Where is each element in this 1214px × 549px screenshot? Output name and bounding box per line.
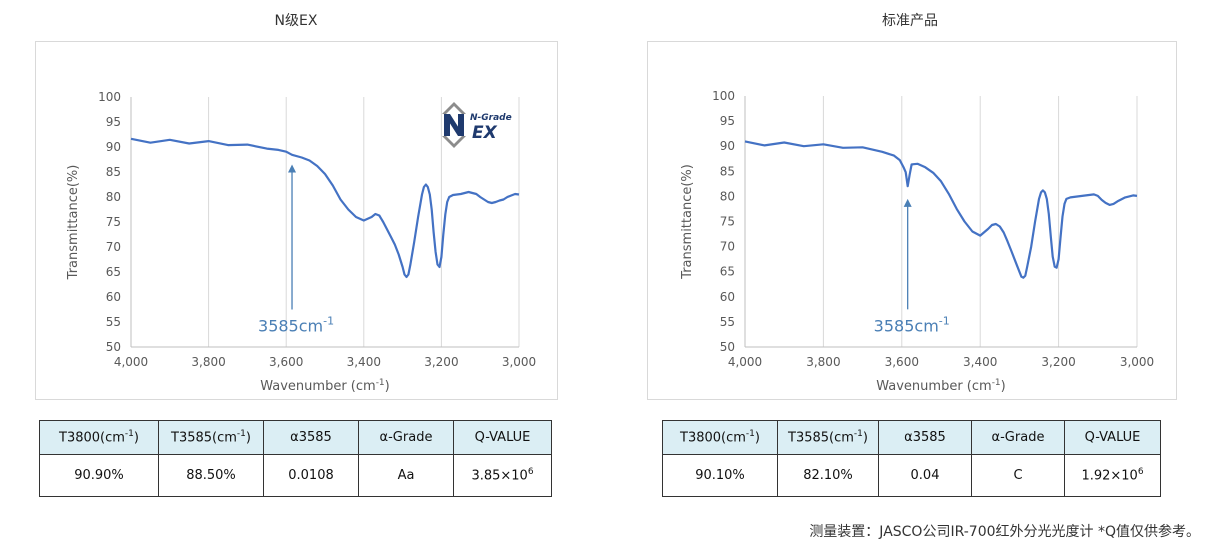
table-cell: Aa — [358, 454, 454, 497]
table-header-row: T3800(cm-1) T3585(cm-1) α3585 α-Grade Q-… — [662, 420, 1161, 455]
n-grade-ex-logo-icon: N-Grade EX — [442, 102, 512, 148]
table-cell: 88.50% — [158, 454, 264, 497]
x-tick-label: 3,400 — [347, 355, 381, 369]
logo-line2: EX — [472, 123, 498, 143]
y-tick-label: 75 — [106, 215, 121, 229]
y-tick-label: 70 — [106, 240, 121, 254]
table-header-cell: α3585 — [263, 420, 359, 455]
x-tick-label: 3,400 — [963, 355, 997, 369]
y-tick-label: 95 — [720, 114, 735, 128]
y-tick-label: 50 — [106, 340, 121, 354]
table-cell: 0.0108 — [263, 454, 359, 497]
y-tick-label: 55 — [106, 315, 121, 329]
panel-title-right: 标准产品 — [882, 13, 938, 29]
footer-note: 测量装置：JASCO公司IR-700红外分光光度计 *Q值仅供参考。 — [809, 524, 1200, 540]
spectrum-line — [744, 140, 1138, 279]
table-header-cell: T3585(cm-1) — [777, 420, 879, 455]
x-tick-label: 4,000 — [728, 355, 762, 369]
x-axis-title: Wavenumber (cm-1) — [260, 378, 390, 394]
chart-box-left: 4,000 3,800 3,600 3,400 3,200 3,000 100 95 90 85 8… — [35, 41, 558, 400]
y-tick-label: 80 — [720, 189, 735, 203]
annotation-label: 3585cm-1 — [874, 314, 950, 335]
table-header-cell: T3800(cm-1) — [39, 420, 159, 455]
annotation-arrow-head — [903, 198, 912, 207]
x-tick-label: 3,200 — [424, 355, 458, 369]
table-header-cell: T3585(cm-1) — [158, 420, 264, 455]
table-header-cell: Q-VALUE — [1064, 420, 1161, 455]
y-tick-label: 85 — [720, 164, 735, 178]
table-cell: 0.04 — [878, 454, 972, 497]
spectrum-chart-right: 4,000 3,800 3,600 3,400 3,200 3,000 100 95 90 85 8… — [680, 89, 1154, 394]
y-tick-label: 60 — [106, 290, 121, 304]
y-tick-label: 100 — [98, 90, 121, 104]
x-axis-title: Wavenumber (cm-1) — [876, 378, 1006, 394]
table-header-cell: α-Grade — [971, 420, 1065, 455]
table-cell: 1.92×106 — [1064, 454, 1161, 497]
table-cell: 82.10% — [777, 454, 879, 497]
x-tick-label: 3,600 — [885, 355, 919, 369]
y-tick-label: 75 — [720, 215, 735, 229]
metrics-table-right: T3800(cm-1) T3585(cm-1) α3585 α-Grade Q-… — [662, 420, 1161, 497]
metrics-table-left: T3800(cm-1) T3585(cm-1) α3585 α-Grade Q-… — [39, 420, 552, 497]
spectrum-chart-left: 4,000 3,800 3,600 3,400 3,200 3,000 100 95 90 85 8… — [66, 90, 536, 394]
chart-box-right: 4,000 3,800 3,600 3,400 3,200 3,000 100 95 90 85 8… — [647, 41, 1177, 400]
x-tick-label: 3,600 — [269, 355, 303, 369]
n-grade-ex-logo: N-Grade EX — [440, 100, 550, 150]
x-tick-label: 3,800 — [191, 355, 225, 369]
x-tick-label: 3,200 — [1041, 355, 1075, 369]
x-tick-label: 3,800 — [806, 355, 840, 369]
y-tick-label: 55 — [720, 315, 735, 329]
y-tick-label: 70 — [720, 240, 735, 254]
table-cell: 90.90% — [39, 454, 159, 497]
annotation-arrow-head — [288, 164, 297, 173]
x-tick-label: 4,000 — [114, 355, 148, 369]
y-tick-label: 100 — [712, 89, 735, 103]
table-header-cell: T3800(cm-1) — [662, 420, 778, 455]
table-header-cell: α3585 — [878, 420, 972, 455]
annotation-label: 3585cm-1 — [258, 315, 334, 336]
y-tick-label: 95 — [106, 115, 121, 129]
y-tick-label: 65 — [106, 265, 121, 279]
y-tick-label: 90 — [106, 140, 121, 154]
table-header-row: T3800(cm-1) T3585(cm-1) α3585 α-Grade Q-… — [39, 420, 552, 455]
table-header-cell: Q-VALUE — [453, 420, 552, 455]
table-cell: C — [971, 454, 1065, 497]
y-axis-title: Transmittance(%) — [680, 164, 695, 280]
y-tick-label: 65 — [720, 265, 735, 279]
y-tick-label: 50 — [720, 340, 735, 354]
y-tick-label: 90 — [720, 139, 735, 153]
y-tick-label: 80 — [106, 190, 121, 204]
x-tick-label: 3,000 — [1120, 355, 1154, 369]
table-cell: 90.10% — [662, 454, 778, 497]
panel-title-left: N级EX — [274, 13, 318, 29]
table-row: 90.90% 88.50% 0.0108 Aa 3.85×106 — [39, 454, 552, 497]
logo-line1: N-Grade — [470, 113, 512, 123]
table-row: 90.10% 82.10% 0.04 C 1.92×106 — [662, 454, 1161, 497]
table-cell: 3.85×106 — [453, 454, 552, 497]
x-tick-label: 3,000 — [502, 355, 536, 369]
spectrum-line — [130, 137, 520, 279]
y-axis-title: Transmittance(%) — [66, 165, 81, 281]
y-tick-label: 85 — [106, 165, 121, 179]
y-tick-label: 60 — [720, 290, 735, 304]
table-header-cell: α-Grade — [358, 420, 454, 455]
